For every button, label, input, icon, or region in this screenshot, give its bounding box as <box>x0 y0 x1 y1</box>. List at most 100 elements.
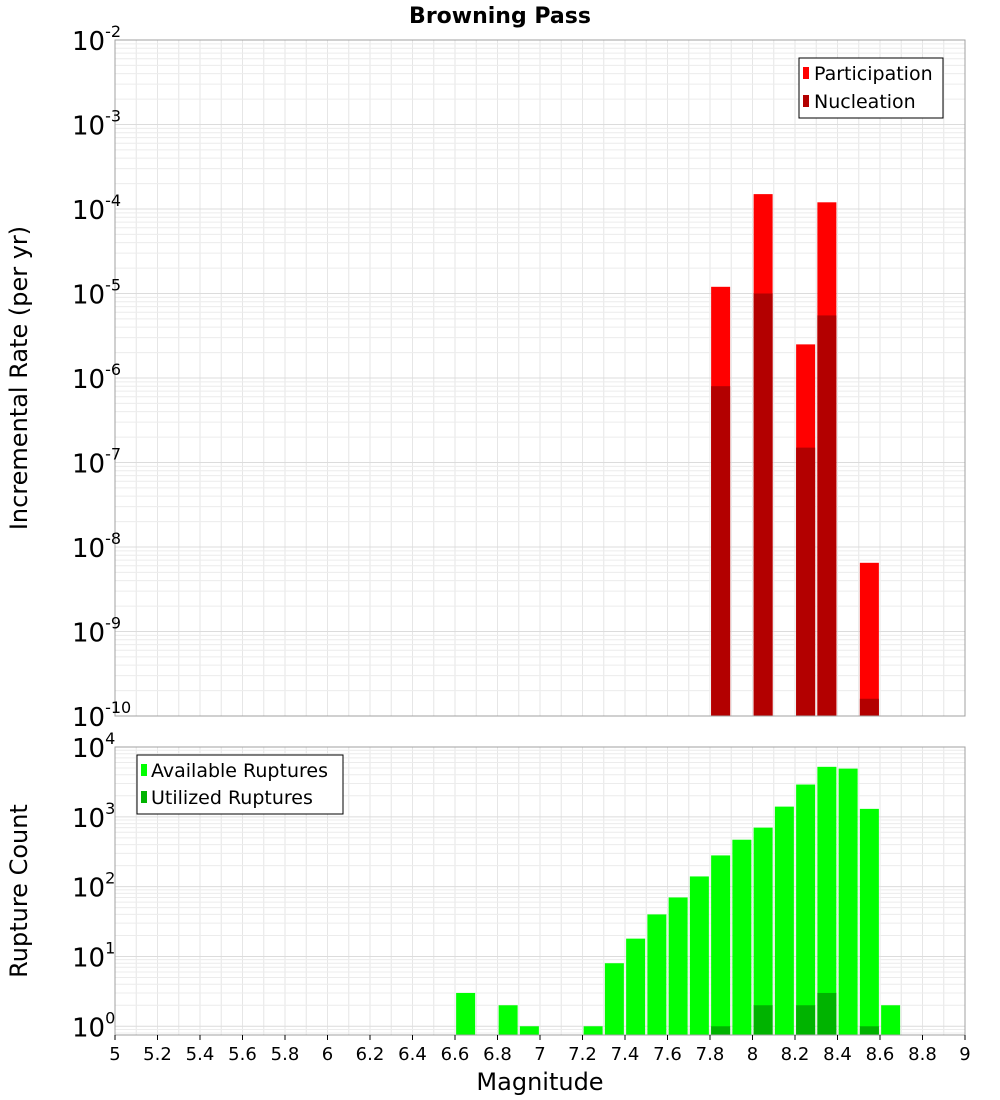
x-tick-label: 6.4 <box>398 1044 427 1065</box>
y-tick-base: 10 <box>72 734 105 764</box>
y-tick-label: 10-7 <box>72 445 121 480</box>
bar-utilized-ruptures <box>817 992 837 1035</box>
legend: Participation Nucleation <box>798 57 944 119</box>
y-tick-base: 10 <box>72 534 105 564</box>
bar-utilized-ruptures <box>859 1026 879 1035</box>
legend-swatch <box>141 791 147 803</box>
bar-utilized-ruptures <box>796 1005 816 1035</box>
x-tick-label: 7.4 <box>611 1044 640 1065</box>
legend-item-utilized-ruptures: Utilized Ruptures <box>151 787 313 809</box>
bar-available-ruptures <box>838 768 858 1035</box>
y-tick-exponent: -6 <box>105 360 121 379</box>
bar-available-ruptures <box>753 827 773 1035</box>
y-tick-label: 10-2 <box>72 22 121 57</box>
y-axis-label: Rupture Count <box>5 804 33 978</box>
y-axis-label: Incremental Rate (per yr) <box>5 226 33 530</box>
y-tick-exponent: 0 <box>105 1008 115 1027</box>
y-tick-base: 10 <box>72 619 105 649</box>
y-tick-exponent: -7 <box>105 445 121 464</box>
y-tick-base: 10 <box>72 112 105 142</box>
bar-available-ruptures <box>711 855 731 1035</box>
legend-item-participation: Participation <box>814 63 933 85</box>
y-tick-label: 101 <box>72 938 115 973</box>
bar-available-ruptures <box>817 766 837 1035</box>
bar-utilized-ruptures <box>711 1026 731 1035</box>
x-tick-label: 7 <box>534 1044 545 1065</box>
y-tick-base: 10 <box>72 27 105 57</box>
bar-participation <box>859 562 879 716</box>
x-tick-label: 5.2 <box>143 1044 172 1065</box>
x-tick-label: 5 <box>109 1044 120 1065</box>
x-tick-label: 8.2 <box>781 1044 810 1065</box>
legend-item-available-ruptures: Available Ruptures <box>151 760 328 782</box>
bar-available-ruptures <box>881 1005 901 1035</box>
bar-available-ruptures <box>689 876 709 1035</box>
y-tick-label: 104 <box>72 729 115 764</box>
legend-swatch <box>141 764 147 776</box>
bar-nucleation <box>753 293 773 716</box>
x-tick-label: 5.8 <box>271 1044 300 1065</box>
x-tick-label: 7.8 <box>696 1044 725 1065</box>
y-tick-label: 103 <box>72 799 115 834</box>
bar-nucleation <box>711 386 731 716</box>
legend-swatch <box>803 95 809 107</box>
y-tick-base: 10 <box>72 365 105 395</box>
x-tick-label: 6.8 <box>483 1044 512 1065</box>
y-tick-exponent: -5 <box>105 276 121 295</box>
legend-box <box>798 57 944 119</box>
x-tick-label: 5.4 <box>186 1044 215 1065</box>
x-tick-label: 8.6 <box>866 1044 895 1065</box>
legend-swatch <box>803 67 809 79</box>
y-tick-exponent: 2 <box>105 869 115 888</box>
y-tick-label: 10-5 <box>72 276 121 311</box>
y-tick-base: 10 <box>72 281 105 311</box>
y-tick-base: 10 <box>72 943 105 973</box>
bar-available-ruptures <box>583 1026 603 1035</box>
bar-available-ruptures <box>732 839 752 1035</box>
bar-utilized-ruptures <box>753 1005 773 1035</box>
bar-nucleation <box>817 315 837 716</box>
y-tick-base: 10 <box>72 874 105 904</box>
bar-available-ruptures <box>604 963 624 1035</box>
x-tick-label: 5.6 <box>228 1044 257 1065</box>
x-axis-label: Magnitude <box>476 1068 603 1096</box>
y-tick-exponent: -8 <box>105 529 121 548</box>
y-tick-label: 10-10 <box>72 698 131 733</box>
bar-nucleation <box>859 698 879 716</box>
chart-panel-0: 10-1010-910-810-710-610-510-410-310-2Inc… <box>5 4 966 733</box>
x-tick-label: 8 <box>747 1044 758 1065</box>
plot-frame <box>114 39 966 717</box>
bar-available-ruptures <box>498 1005 518 1035</box>
y-tick-exponent: -2 <box>105 22 121 41</box>
x-tick-label: 8.4 <box>823 1044 852 1065</box>
y-tick-base: 10 <box>72 804 105 834</box>
y-tick-label: 10-6 <box>72 360 121 395</box>
y-tick-base: 10 <box>72 450 105 480</box>
x-tick-label: 8.8 <box>908 1044 937 1065</box>
bar-available-ruptures <box>456 992 476 1035</box>
bar-available-ruptures <box>774 806 794 1035</box>
y-tick-label: 10-8 <box>72 529 121 564</box>
x-tick-label: 7.6 <box>653 1044 682 1065</box>
bar-available-ruptures <box>859 808 879 1035</box>
x-tick-label: 6.6 <box>441 1044 470 1065</box>
x-tick-label: 6 <box>322 1044 333 1065</box>
x-tick-label: 7.2 <box>568 1044 597 1065</box>
legend-box <box>136 754 344 815</box>
chart-title: Browning Pass <box>409 4 591 29</box>
y-tick-base: 10 <box>72 1013 105 1043</box>
y-tick-exponent: 4 <box>105 729 115 748</box>
bar-available-ruptures <box>519 1026 539 1035</box>
bar-available-ruptures <box>796 784 816 1035</box>
y-tick-label: 102 <box>72 869 115 904</box>
y-tick-label: 10-3 <box>72 107 121 142</box>
bar-available-ruptures <box>626 938 646 1035</box>
y-tick-exponent: 1 <box>105 938 115 957</box>
x-tick-label: 6.2 <box>356 1044 385 1065</box>
legend-item-nucleation: Nucleation <box>814 91 916 113</box>
bar-nucleation <box>796 447 816 716</box>
y-tick-label: 10-9 <box>72 614 121 649</box>
bar-available-ruptures <box>647 914 667 1035</box>
